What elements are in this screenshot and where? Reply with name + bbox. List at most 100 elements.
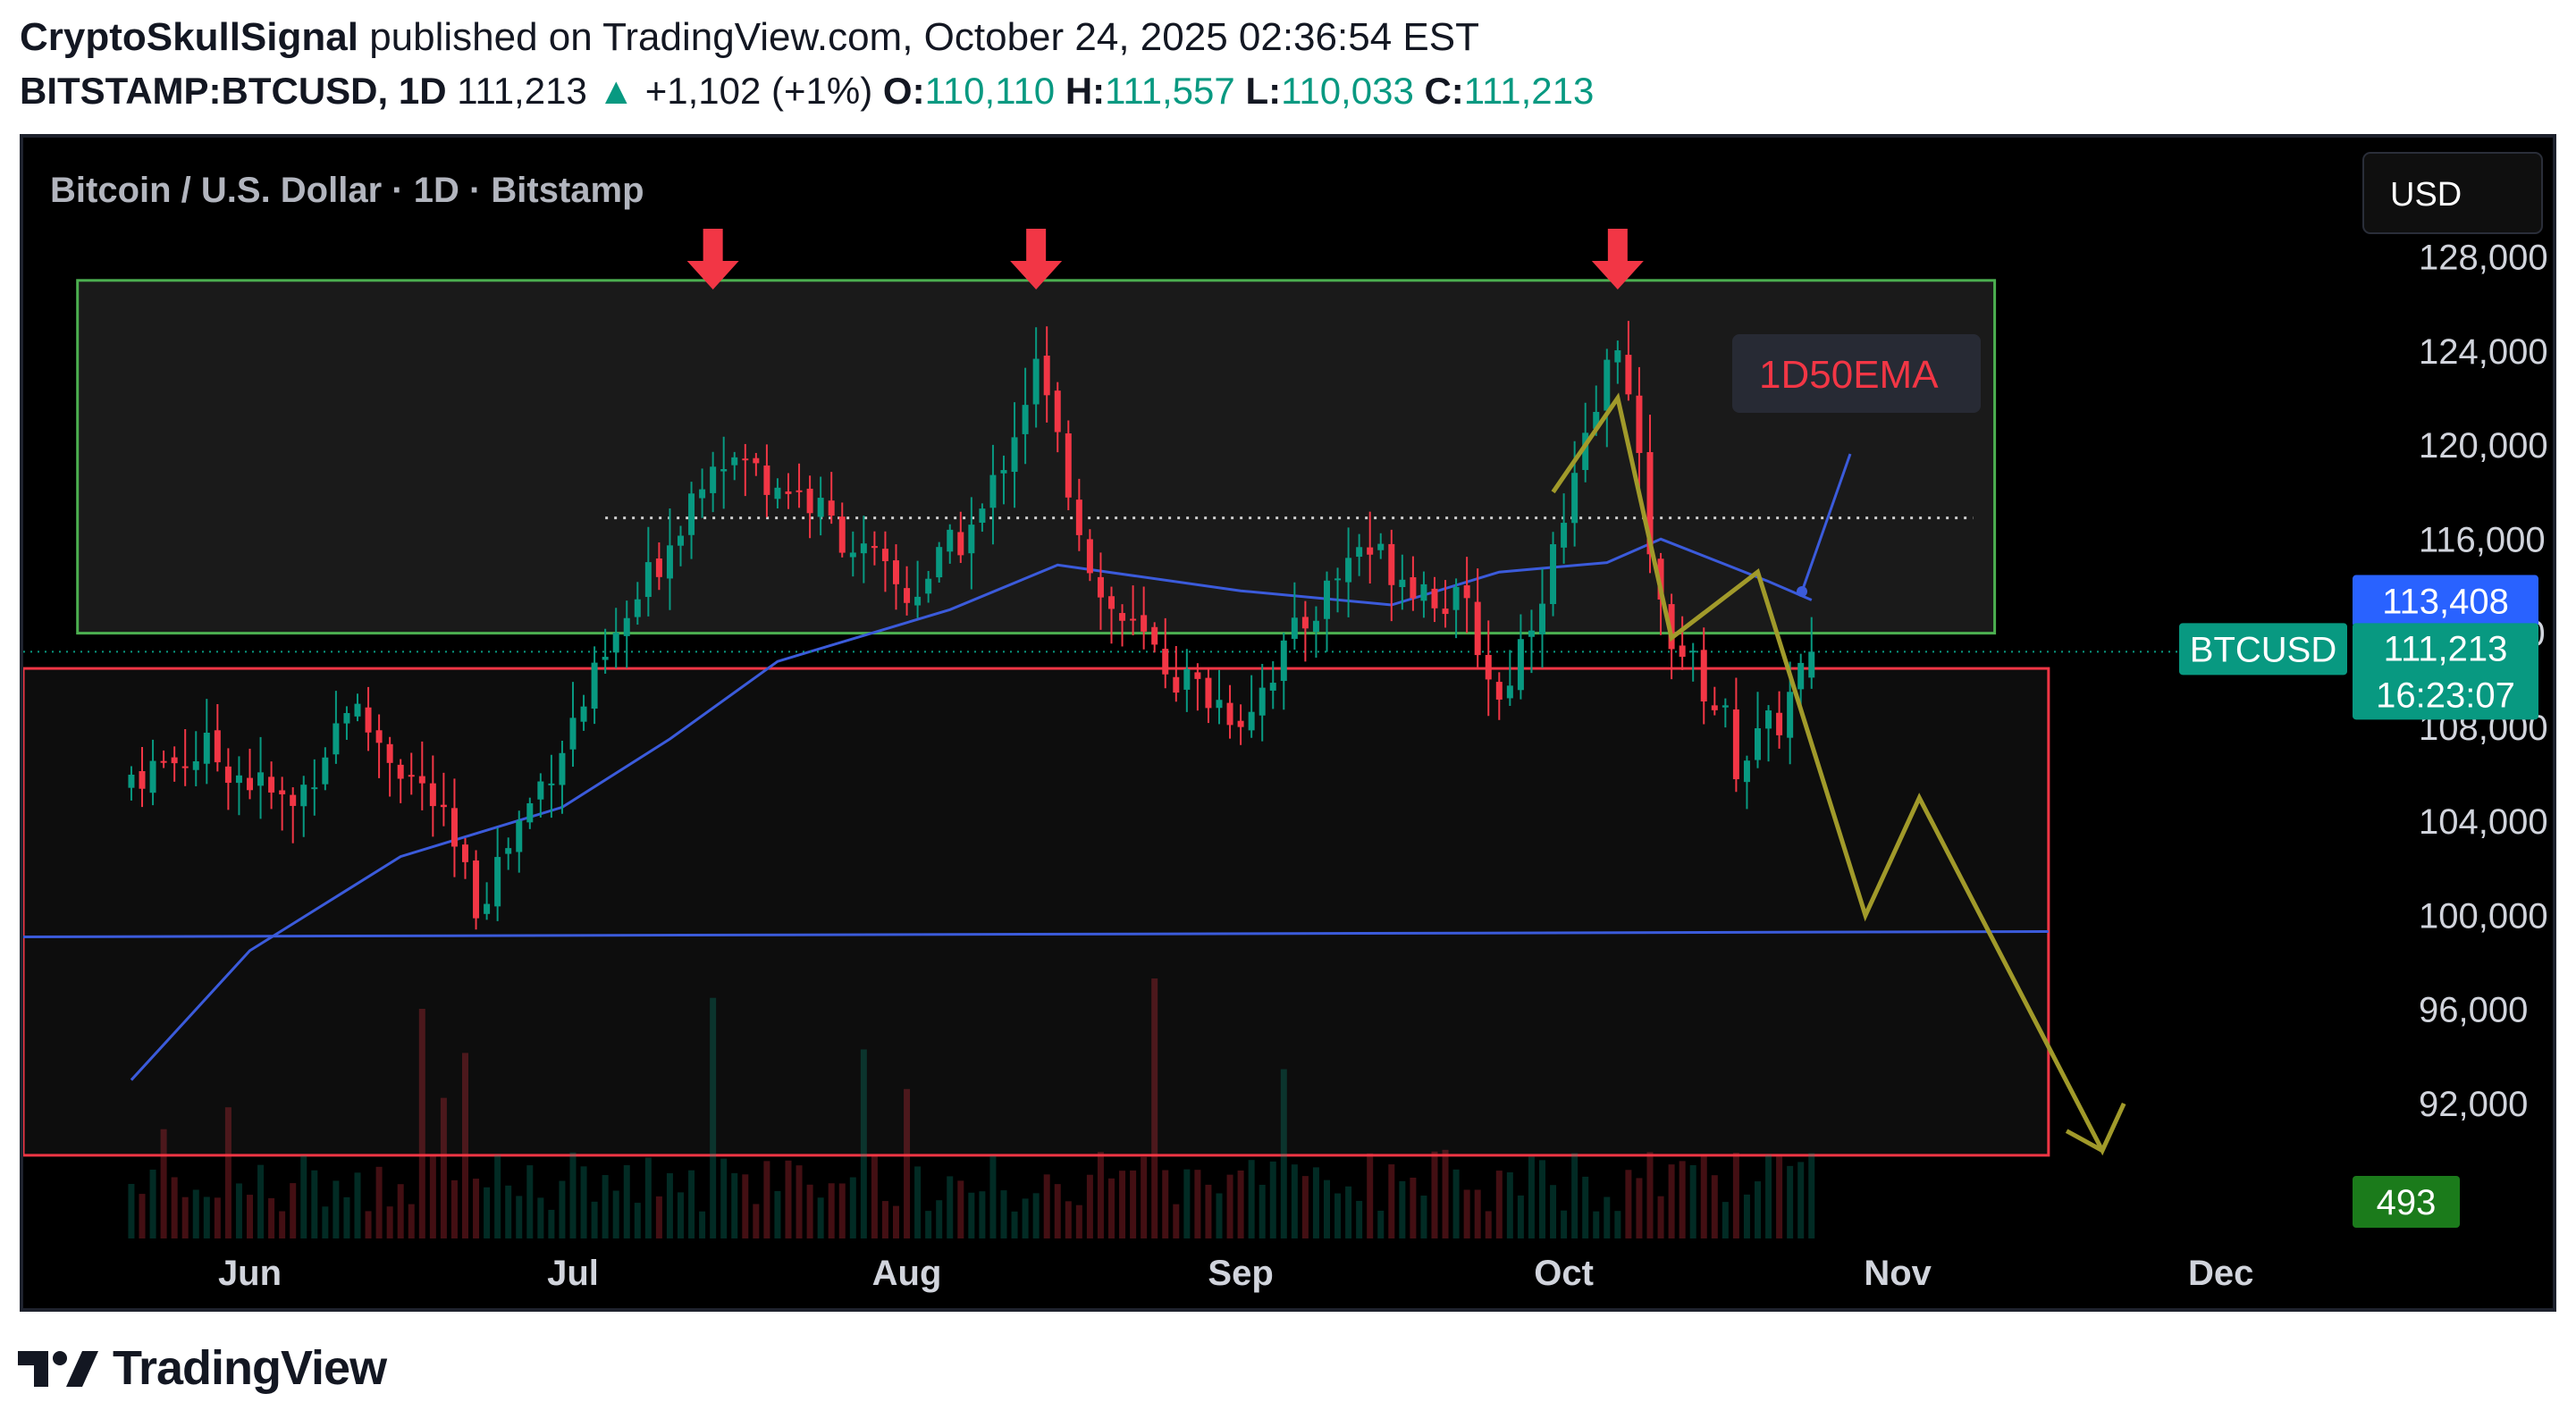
- change-up-icon: ▲: [597, 70, 636, 112]
- volume-bar: [290, 1183, 297, 1238]
- volume-bar: [1561, 1210, 1568, 1238]
- candle-body: [688, 493, 695, 535]
- volume-tag-box: [2353, 1176, 2460, 1228]
- volume-bar: [602, 1175, 609, 1238]
- volume-bar: [526, 1165, 534, 1238]
- volume-bar: [1722, 1202, 1729, 1238]
- volume-bar: [1183, 1169, 1191, 1238]
- candle-up: [1689, 642, 1696, 682]
- candle-up: [1399, 554, 1406, 610]
- candle-body: [1410, 576, 1417, 599]
- volume-bar: [1787, 1165, 1794, 1238]
- candle-up: [968, 497, 975, 590]
- last-price-tag-box: [2353, 623, 2538, 720]
- candle-body: [1657, 558, 1664, 600]
- x-axis-tick-label: Jul: [547, 1254, 599, 1293]
- candle-up: [1797, 653, 1805, 707]
- candle-body: [333, 723, 340, 755]
- candle-down: [1474, 568, 1481, 667]
- candle-up: [322, 747, 329, 791]
- candle-down: [462, 837, 468, 879]
- candle-down: [881, 531, 888, 592]
- candle-body: [1550, 544, 1557, 605]
- y-axis-tick-label: 96,000: [2419, 991, 2528, 1030]
- volume-bar: [516, 1196, 523, 1238]
- volume-bar: [1420, 1196, 1427, 1238]
- candle-body: [569, 718, 577, 750]
- candle-body: [1377, 543, 1385, 550]
- candle-body: [1485, 654, 1492, 680]
- candle-up: [710, 451, 717, 513]
- candle-body: [300, 785, 307, 807]
- candle-body: [1000, 470, 1007, 474]
- price-chart[interactable]: 92,00096,000100,000104,000108,000112,000…: [23, 138, 2553, 1308]
- candle-body: [1582, 432, 1589, 470]
- candle-up: [1280, 632, 1287, 710]
- candle-body: [1732, 709, 1739, 780]
- volume-bar: [1334, 1193, 1342, 1238]
- candle-body: [1776, 712, 1783, 735]
- chart-frame[interactable]: 92,00096,000100,000104,000108,000112,000…: [20, 134, 2556, 1312]
- volume-bar: [429, 1154, 436, 1238]
- candle-up: [1032, 327, 1040, 428]
- volume-bar: [731, 1172, 738, 1238]
- candle-down: [893, 544, 899, 610]
- candle-body: [192, 760, 199, 770]
- candle-body: [1765, 710, 1772, 729]
- candle-body: [1108, 596, 1115, 609]
- candle-down: [171, 746, 178, 782]
- price-change: +1,102 (+1%): [644, 70, 873, 112]
- candle-body: [1463, 585, 1470, 599]
- candle-down: [224, 748, 232, 810]
- candle-body: [1797, 662, 1805, 690]
- lower-range-box: [23, 667, 2050, 1157]
- volume-bar: [311, 1170, 318, 1238]
- candle-down: [1625, 321, 1632, 401]
- candle-body: [257, 772, 265, 786]
- volume-bar: [881, 1201, 888, 1238]
- candle-body: [1119, 613, 1126, 621]
- candle-body: [634, 599, 641, 617]
- volume-bar: [1539, 1160, 1545, 1238]
- candle-body: [1495, 682, 1503, 700]
- candle-body: [548, 783, 555, 785]
- candle-down: [753, 452, 760, 476]
- volume-bar: [1312, 1167, 1319, 1238]
- candle-body: [1604, 359, 1611, 411]
- candle-up: [1765, 705, 1772, 762]
- candle-up: [666, 508, 673, 610]
- arrow-down-icon: [1010, 229, 1063, 290]
- volume-bar: [235, 1183, 242, 1238]
- volume-bar: [914, 1166, 922, 1238]
- candle-down: [796, 463, 803, 508]
- volume-bar: [1550, 1185, 1557, 1238]
- ohlc-bar: BITSTAMP:BTCUSD, 1D 111,213 ▲ +1,102 (+1…: [20, 66, 1594, 116]
- candle-up: [731, 451, 738, 481]
- arrow-down-icon: [1591, 229, 1644, 290]
- candle-body: [1237, 720, 1244, 727]
- volume-bar: [1410, 1177, 1417, 1238]
- candle-body: [591, 662, 598, 709]
- volume-bar: [268, 1197, 275, 1238]
- volume-bar: [375, 1166, 383, 1238]
- candle-up: [678, 525, 684, 567]
- volume-bar: [1119, 1171, 1126, 1238]
- candle-body: [1722, 705, 1729, 708]
- author-name[interactable]: CryptoSkullSignal: [20, 15, 358, 59]
- candle-down: [1776, 691, 1783, 749]
- volume-bar: [979, 1191, 986, 1238]
- candle-body: [1151, 626, 1158, 645]
- tradingview-logo[interactable]: TradingView: [16, 1340, 387, 1396]
- candle-body: [644, 562, 652, 598]
- volume-bar: [1442, 1149, 1449, 1238]
- candle-up: [526, 797, 534, 829]
- candle-up: [149, 739, 156, 806]
- candle-body: [311, 787, 318, 790]
- currency-button[interactable]: [2362, 152, 2543, 234]
- candle-body: [1399, 579, 1406, 588]
- chart-legend-title: Bitcoin / U.S. Dollar · 1D · Bitstamp: [50, 171, 644, 210]
- candle-body: [720, 468, 728, 472]
- volume-bar: [1604, 1196, 1611, 1238]
- candle-up: [311, 759, 318, 816]
- volume-bar: [160, 1129, 167, 1238]
